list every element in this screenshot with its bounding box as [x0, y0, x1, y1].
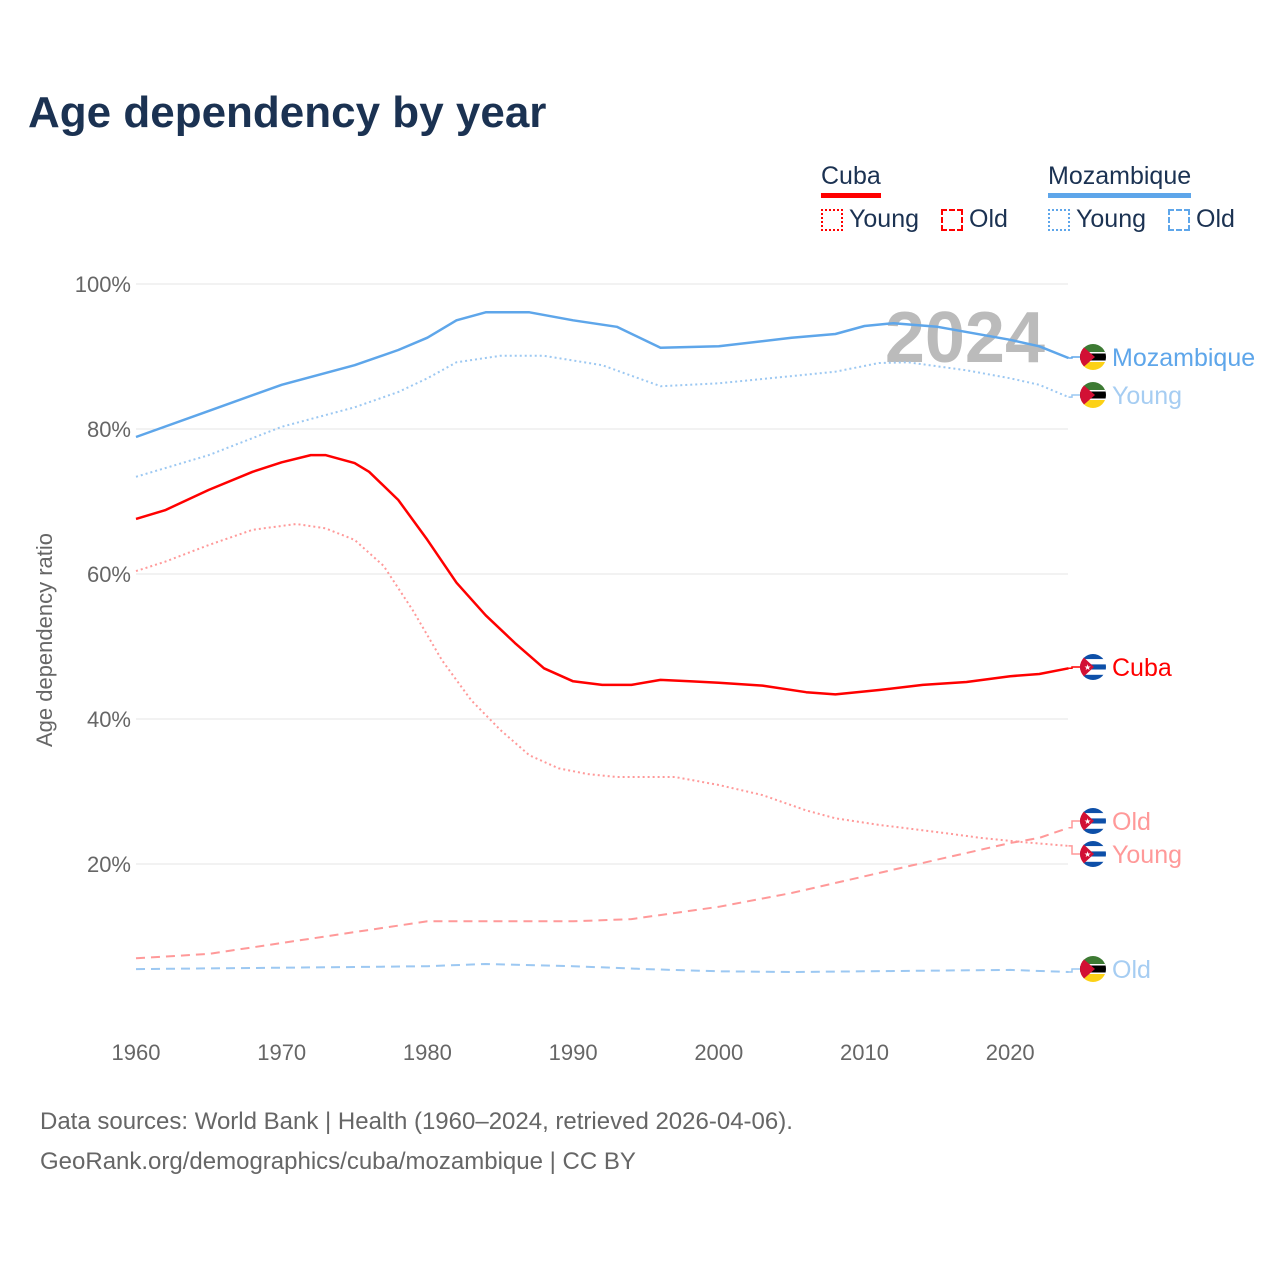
svg-text:★: ★	[1084, 817, 1091, 826]
cuba-flag-icon: ★	[1080, 808, 1106, 834]
series-line-mozambique	[135, 311, 1069, 439]
label-connector	[1068, 968, 1080, 973]
cuba-flag-icon: ★	[1080, 654, 1106, 680]
label-connector	[1068, 820, 1080, 829]
y-tick-label: 40%	[87, 707, 131, 732]
mozambique-flag-icon	[1080, 344, 1106, 370]
series-line-cuba-young	[135, 523, 1069, 847]
legend-label: Old	[969, 205, 1008, 233]
label-connector	[1068, 394, 1080, 398]
series-line-cuba	[135, 453, 1069, 696]
legend-group-mozambique[interactable]: Mozambique	[1048, 162, 1192, 198]
x-tick-label: 1990	[549, 1040, 598, 1065]
series-line-mozambique-old	[135, 963, 1069, 973]
y-axis-label: Age dependency ratio	[32, 533, 57, 747]
data-source: Data sources: World Bank | Health (1960–…	[40, 1108, 793, 1135]
x-tick-label: 2010	[840, 1040, 889, 1065]
label-connector	[1068, 845, 1080, 855]
chart-title: Age dependency by year	[28, 88, 547, 137]
mozambique-flag-icon	[1080, 382, 1106, 408]
cuba-flag-icon: ★	[1080, 841, 1106, 867]
legend-cuba-young[interactable]: Young	[821, 205, 919, 234]
label-connector	[1068, 356, 1080, 359]
year-watermark: 2024	[885, 298, 1045, 378]
dashed-swatch-icon	[1168, 208, 1190, 231]
series-end-label: Old	[1112, 808, 1151, 836]
svg-text:★: ★	[1084, 663, 1091, 672]
series-end-label: Cuba	[1112, 654, 1172, 682]
series-end-label: Old	[1112, 956, 1151, 984]
y-tick-label: 20%	[87, 852, 131, 877]
legend-label: Young	[849, 205, 919, 233]
legend-label: Old	[1196, 205, 1235, 233]
dotted-swatch-icon	[1048, 208, 1070, 231]
y-tick-label: 100%	[75, 272, 131, 297]
x-tick-label: 2000	[694, 1040, 743, 1065]
x-tick-label: 1960	[112, 1040, 161, 1065]
attribution-link[interactable]: GeoRank.org/demographics/cuba/mozambique…	[40, 1148, 636, 1175]
y-tick-label: 60%	[87, 562, 131, 587]
dashed-swatch-icon	[941, 208, 963, 231]
legend-label: Young	[1076, 205, 1146, 233]
series-end-label: Young	[1112, 382, 1182, 410]
legend-cuba-old[interactable]: Old	[941, 205, 1008, 234]
series-line-cuba-old	[135, 826, 1069, 960]
y-tick-label: 80%	[87, 417, 131, 442]
legend-mozambique-old[interactable]: Old	[1168, 205, 1235, 234]
dotted-swatch-icon	[821, 208, 843, 231]
series-end-label: Mozambique	[1112, 344, 1255, 372]
x-tick-label: 2020	[986, 1040, 1035, 1065]
svg-text:★: ★	[1084, 850, 1091, 859]
x-tick-label: 1980	[403, 1040, 452, 1065]
mozambique-flag-icon	[1080, 956, 1106, 982]
legend-group-cuba[interactable]: Cuba	[821, 162, 881, 198]
label-connector	[1068, 666, 1080, 669]
x-tick-label: 1970	[257, 1040, 306, 1065]
legend-mozambique-young[interactable]: Young	[1048, 205, 1146, 234]
series-end-label: Young	[1112, 841, 1182, 869]
